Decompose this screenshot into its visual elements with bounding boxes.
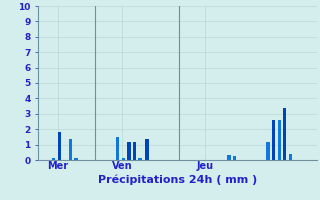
Bar	[133, 142, 136, 160]
Bar	[272, 120, 275, 160]
Bar	[138, 158, 142, 160]
Bar	[74, 158, 78, 160]
Bar	[277, 120, 281, 160]
Bar	[289, 154, 292, 160]
Bar	[127, 142, 131, 160]
Bar	[122, 158, 125, 160]
X-axis label: Précipitations 24h ( mm ): Précipitations 24h ( mm )	[98, 174, 257, 185]
Bar	[52, 158, 55, 160]
Bar	[228, 155, 231, 160]
Bar	[283, 108, 286, 160]
Bar	[58, 132, 61, 160]
Bar	[116, 137, 119, 160]
Bar	[267, 142, 270, 160]
Bar	[145, 139, 149, 160]
Bar	[69, 139, 72, 160]
Bar	[233, 156, 236, 160]
